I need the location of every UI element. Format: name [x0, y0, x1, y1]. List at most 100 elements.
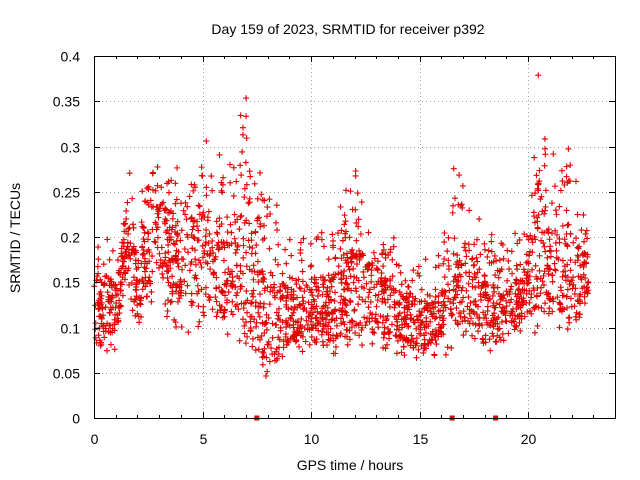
data-point	[506, 266, 513, 273]
x-tick-labels: 0 5 10 15 20	[91, 431, 537, 447]
data-point	[182, 199, 189, 206]
data-point	[508, 283, 515, 290]
data-point	[228, 229, 235, 236]
data-point	[214, 242, 221, 249]
data-point	[322, 299, 329, 306]
data-point	[343, 309, 350, 316]
data-point	[337, 330, 344, 337]
data-point	[536, 167, 543, 174]
data-point	[581, 250, 588, 257]
data-point	[315, 287, 322, 294]
data-point	[403, 302, 410, 309]
data-point	[471, 241, 478, 248]
data-point	[227, 179, 234, 186]
data-point	[549, 278, 556, 285]
data-point	[549, 272, 556, 279]
data-point	[356, 247, 363, 254]
data-point	[531, 154, 538, 161]
chart-title: Day 159 of 2023, SRMTID for receiver p39…	[211, 21, 484, 37]
data-point	[210, 249, 217, 256]
data-point	[240, 254, 247, 261]
data-point	[116, 297, 123, 304]
data-point	[114, 291, 121, 298]
data-point	[514, 266, 521, 273]
data-point	[483, 315, 490, 322]
data-point	[499, 241, 506, 248]
data-point	[523, 299, 530, 306]
data-point	[311, 274, 318, 281]
data-point	[163, 262, 170, 269]
data-point	[309, 292, 316, 299]
data-point	[275, 305, 282, 312]
data-point	[292, 319, 299, 326]
data-point	[323, 342, 330, 349]
data-point	[523, 251, 530, 258]
data-point	[410, 317, 417, 324]
data-point	[213, 313, 220, 320]
data-point	[355, 223, 362, 230]
data-point	[299, 268, 306, 275]
data-point	[286, 236, 293, 243]
data-point	[234, 273, 241, 280]
data-point	[421, 336, 428, 343]
data-point	[167, 282, 174, 289]
data-point	[213, 284, 220, 291]
data-point	[159, 263, 166, 270]
data-point	[111, 346, 118, 353]
data-point	[584, 235, 591, 242]
data-point	[373, 303, 380, 310]
data-point	[246, 244, 253, 251]
y-tick-label: 0.4	[61, 49, 81, 65]
data-point	[365, 229, 372, 236]
data-point	[517, 327, 524, 334]
data-point	[418, 319, 425, 326]
data-point	[337, 203, 344, 210]
data-point	[430, 304, 437, 311]
data-point	[213, 274, 220, 281]
data-point	[328, 278, 335, 285]
data-point	[432, 293, 439, 300]
data-point	[320, 243, 327, 250]
data-point	[271, 284, 278, 291]
data-point	[564, 326, 571, 333]
data-point	[140, 224, 147, 231]
data-point	[134, 310, 141, 317]
data-point	[341, 221, 348, 228]
data-point	[258, 332, 265, 339]
data-point	[139, 277, 146, 284]
data-point	[358, 342, 365, 349]
data-point	[299, 278, 306, 285]
data-point	[534, 225, 541, 232]
data-point	[557, 187, 564, 194]
data-point	[257, 223, 264, 230]
data-point	[514, 240, 521, 247]
data-point	[450, 250, 457, 257]
data-point	[128, 279, 135, 286]
data-point	[209, 187, 216, 194]
data-point	[330, 244, 337, 251]
data-point	[456, 172, 463, 179]
data-point	[523, 275, 530, 282]
data-point	[255, 309, 262, 316]
data-point	[353, 274, 360, 281]
y-tick-label: 0.1	[61, 321, 81, 337]
data-point	[219, 181, 226, 188]
data-point	[238, 300, 245, 307]
data-point	[232, 249, 239, 256]
data-point	[523, 287, 530, 294]
data-point	[333, 332, 340, 339]
data-point	[542, 187, 549, 194]
data-point	[246, 266, 253, 273]
data-point	[152, 239, 159, 246]
data-point	[396, 289, 403, 296]
data-point	[530, 304, 537, 311]
data-point	[440, 260, 447, 267]
data-point	[94, 300, 101, 307]
data-point	[369, 340, 376, 347]
data-point	[234, 289, 241, 296]
data-point	[533, 172, 540, 179]
data-point	[244, 309, 251, 316]
data-point	[328, 283, 335, 290]
data-point	[408, 332, 415, 339]
data-point	[484, 253, 491, 260]
